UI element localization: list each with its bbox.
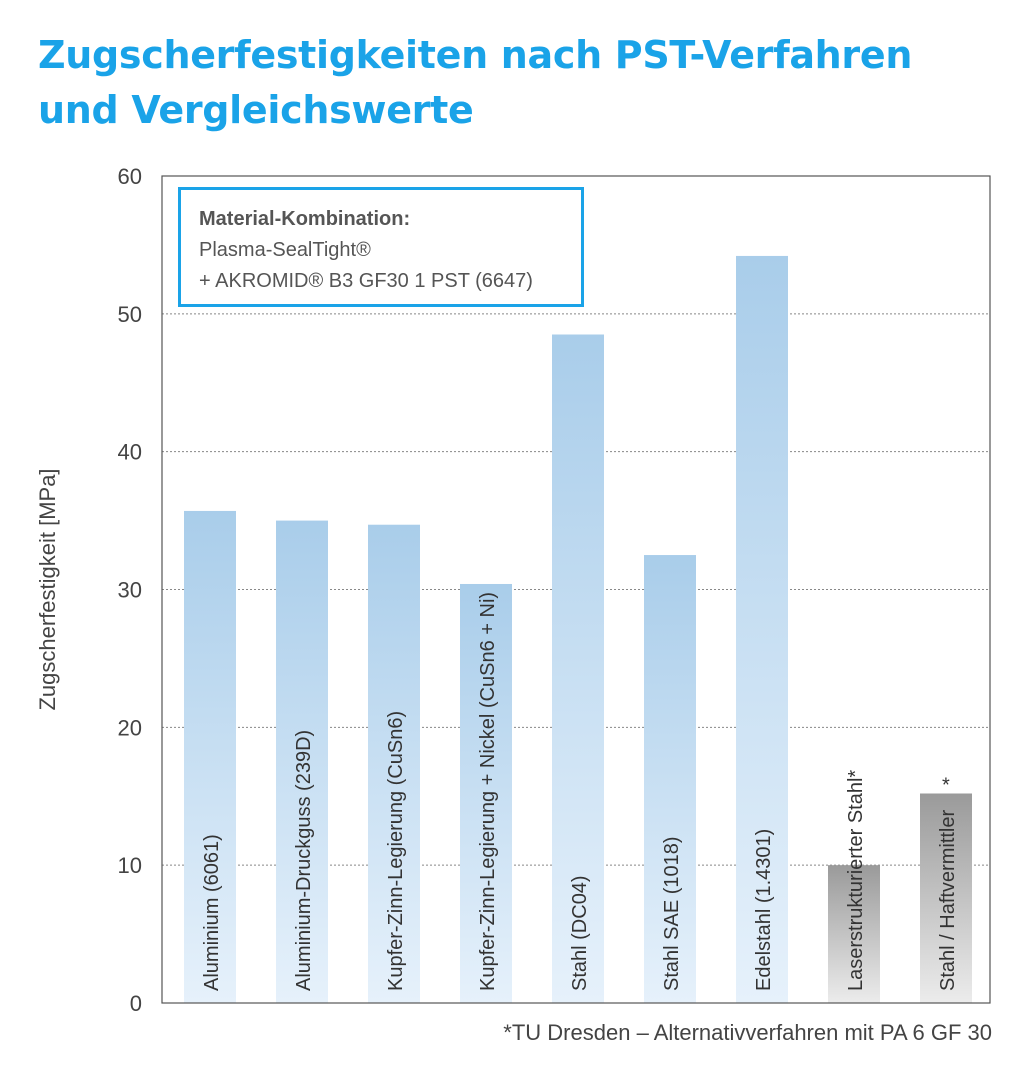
bar-5 xyxy=(552,334,604,1004)
bar-label: Stahl SAE (1018) xyxy=(661,836,683,991)
chart-title-line-1: Zugscherfestigkeiten nach PST-Verfahren xyxy=(38,33,913,77)
bar-6 xyxy=(644,555,696,1003)
y-tick-label: 60 xyxy=(118,164,142,189)
bar-label: Stahl (DC04) xyxy=(569,875,591,991)
bar-3 xyxy=(368,524,420,1003)
bar-label: Kupfer-Zinn-Legierung (CuSn6) xyxy=(385,711,407,991)
bar-annotation: * xyxy=(942,774,950,796)
y-tick-label: 40 xyxy=(118,440,142,465)
chart-title: Zugscherfestigkeiten nach PST-Verfahren … xyxy=(38,28,998,138)
material-info-box: Material-Kombination: Plasma-SealTight® … xyxy=(178,187,584,307)
chart-title-line-2: und Vergleichswerte xyxy=(38,88,474,132)
bar-9 xyxy=(920,793,972,1003)
info-box-line-1: Plasma-SealTight® xyxy=(199,239,371,261)
y-tick-labels: 0 10 20 30 40 50 60 xyxy=(118,164,142,1016)
footnote: *TU Dresden – Alternativverfahren mit PA… xyxy=(503,1020,992,1045)
bar-label: Laserstrukturierter Stahl* xyxy=(845,770,867,991)
bar-1 xyxy=(184,510,236,1003)
bar-label: Aluminium-Druckguss (239D) xyxy=(293,730,315,991)
bar-7 xyxy=(736,255,788,1003)
y-tick-label: 10 xyxy=(118,853,142,878)
info-box-heading: Material-Kombination: xyxy=(199,208,411,230)
y-tick-label: 0 xyxy=(130,991,142,1016)
bar-8 xyxy=(828,865,880,1003)
plot-frame xyxy=(161,175,991,1004)
bars xyxy=(184,255,972,1004)
bar-4 xyxy=(460,583,512,1003)
info-box-line-2: + AKROMID® B3 GF30 1 PST (6647) xyxy=(199,270,533,292)
bar-label: Stahl / Haftvermittler xyxy=(937,809,959,991)
y-tick-label: 20 xyxy=(118,715,142,740)
y-axis-label: Zugscherfestigkeit [MPa] xyxy=(35,468,60,710)
bar-2 xyxy=(276,520,328,1003)
bar-label: Aluminium (6061) xyxy=(201,834,223,991)
y-tick-label: 50 xyxy=(118,302,142,327)
bar-label: Kupfer-Zinn-Legierung + Nickel (CuSn6 + … xyxy=(477,592,499,991)
y-tick-label: 30 xyxy=(118,578,142,603)
bar-label: Edelstahl (1.4301) xyxy=(753,829,775,991)
bar-labels: Aluminium (6061) Aluminium-Druckguss (239… xyxy=(201,592,959,991)
